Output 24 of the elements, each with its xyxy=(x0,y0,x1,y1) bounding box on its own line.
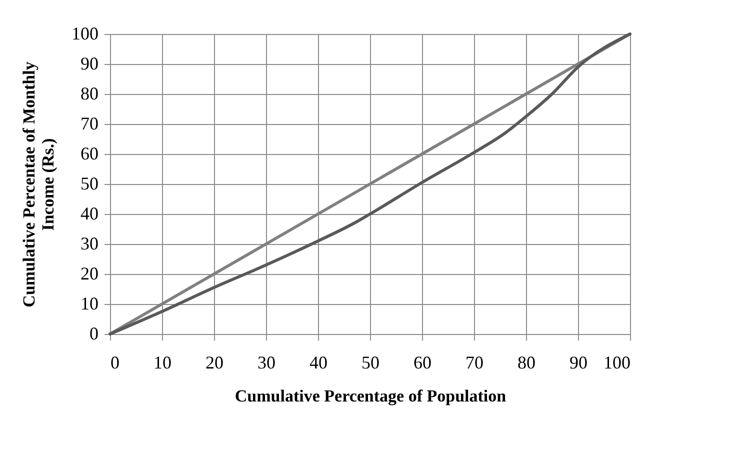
y-tick-label: 10 xyxy=(80,294,98,314)
x-tick-label: 10 xyxy=(154,352,172,372)
x-tick-label: 20 xyxy=(206,352,224,372)
x-tick-label: 30 xyxy=(258,352,276,372)
x-tick-label: 60 xyxy=(414,352,432,372)
x-axis-title: Cumulative Percentage of Population xyxy=(234,386,507,406)
x-tick-label: 80 xyxy=(518,352,536,372)
y-tick-label: 30 xyxy=(80,234,98,254)
y-axis-title: Cumulative Percentae of Monthly Income (Rs.) xyxy=(20,61,58,308)
x-tick-label: 40 xyxy=(310,352,328,372)
x-tick-label: 0 xyxy=(110,352,120,372)
y-tick-label: 40 xyxy=(80,204,98,224)
y-tick-label: 100 xyxy=(72,24,98,44)
y-tick-label: 50 xyxy=(80,174,98,194)
y-tick-label: 70 xyxy=(80,114,98,134)
x-tick-label: 70 xyxy=(466,352,484,372)
y-tick-label: 0 xyxy=(90,324,98,344)
x-tick-label: 90 xyxy=(570,352,588,372)
y-tick-label: 20 xyxy=(80,264,98,284)
x-tick-label: 50 xyxy=(362,352,380,372)
x-tick-label: 100 xyxy=(604,352,630,372)
y-tick-label: 80 xyxy=(80,84,98,104)
y-tick-label: 60 xyxy=(80,144,98,164)
y-tick-label: 90 xyxy=(80,54,98,74)
